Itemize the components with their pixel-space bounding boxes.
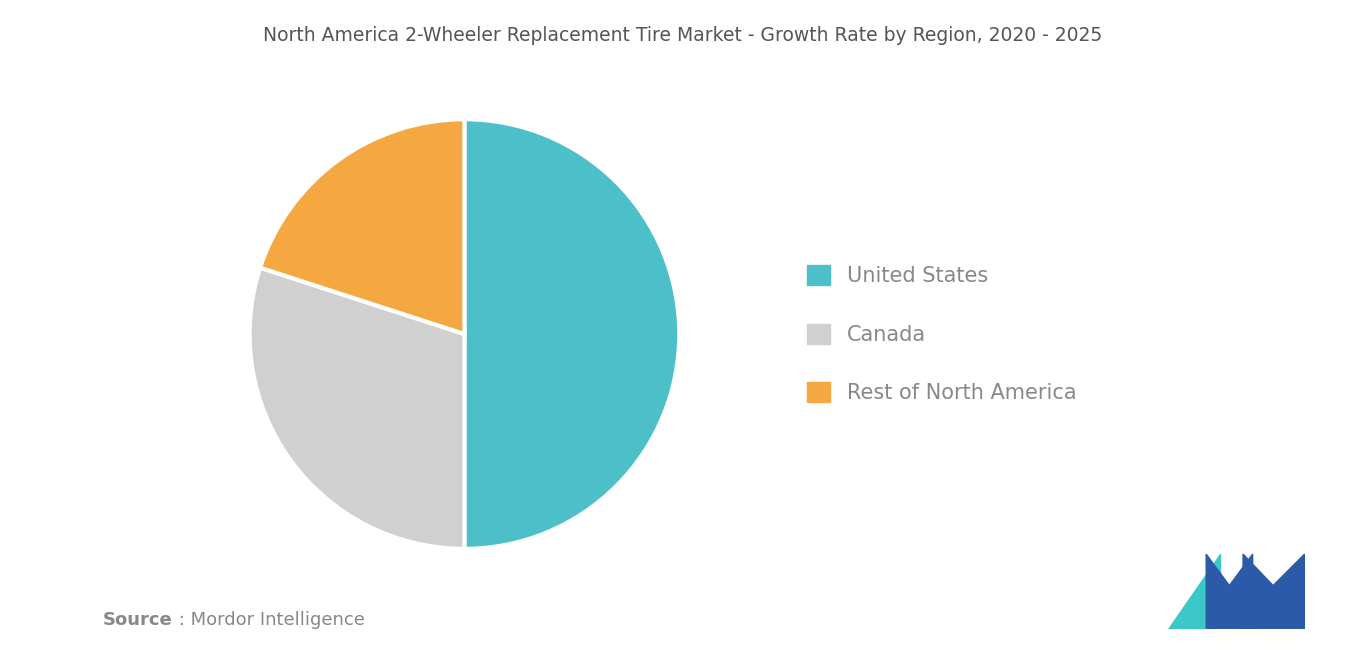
Text: Source: Source (102, 611, 172, 629)
Wedge shape (250, 268, 464, 549)
Text: North America 2-Wheeler Replacement Tire Market - Growth Rate by Region, 2020 - : North America 2-Wheeler Replacement Tire… (264, 26, 1102, 45)
Wedge shape (464, 119, 679, 549)
Polygon shape (1168, 554, 1220, 629)
Legend: United States, Canada, Rest of North America: United States, Canada, Rest of North Ame… (787, 244, 1097, 424)
Polygon shape (1243, 554, 1305, 629)
Wedge shape (260, 119, 464, 334)
Text: : Mordor Intelligence: : Mordor Intelligence (173, 611, 365, 629)
Polygon shape (1206, 554, 1253, 629)
